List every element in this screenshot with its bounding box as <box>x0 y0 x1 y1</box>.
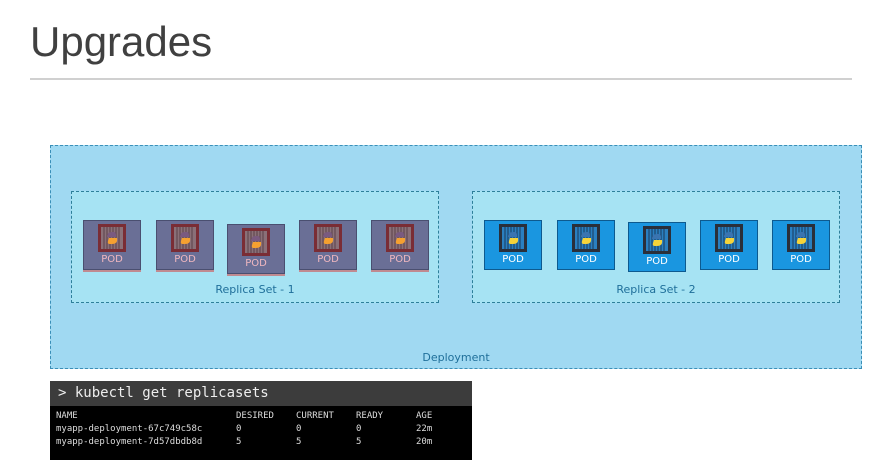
pod-label: POD <box>174 254 196 265</box>
slide-title: Upgrades <box>30 18 213 65</box>
column-header: NAME <box>56 411 78 421</box>
python-logo-icon <box>499 224 527 252</box>
cell: 5 <box>236 437 242 447</box>
python-logo-icon <box>572 224 600 252</box>
replica-set-2: Replica Set - 2 POD POD POD POD POD <box>472 191 840 303</box>
python-logo-icon <box>643 226 671 254</box>
terminal: > kubectl get replicasets NAME DESIRED C… <box>50 381 472 460</box>
column-header: AGE <box>416 411 433 421</box>
pod: POD <box>371 220 429 270</box>
pod: POD <box>772 220 830 270</box>
cell: 5 <box>356 437 362 447</box>
table-header-row: NAME DESIRED CURRENT READY AGE <box>56 410 444 423</box>
pod-label: POD <box>575 254 597 265</box>
cell: 20m <box>416 437 433 447</box>
pod-label: POD <box>790 254 812 265</box>
pod: POD <box>299 220 357 270</box>
cell: 5 <box>296 437 302 447</box>
pod: POD <box>484 220 542 270</box>
pod: POD <box>83 220 141 270</box>
python-logo-icon <box>242 228 270 256</box>
deployment-label: Deployment <box>422 351 490 364</box>
python-logo-icon <box>171 224 199 252</box>
python-logo-icon <box>98 224 126 252</box>
pod-label: POD <box>317 254 339 265</box>
column-header: CURRENT <box>296 411 334 421</box>
cell: myapp-deployment-7d57dbdb8d <box>56 437 203 447</box>
cell: 0 <box>296 424 302 434</box>
pod-label: POD <box>245 258 267 269</box>
cell: 0 <box>356 424 362 434</box>
pod-label: POD <box>101 254 123 265</box>
python-logo-icon <box>715 224 743 252</box>
column-header: DESIRED <box>236 411 274 421</box>
table-row: myapp-deployment-7d57dbdb8d 5 5 5 20m <box>56 436 444 449</box>
pod: POD <box>156 220 214 270</box>
replica-set-1: Replica Set - 1 POD POD POD POD POD <box>71 191 439 303</box>
column-header: READY <box>356 411 384 421</box>
cell: 0 <box>236 424 242 434</box>
replica-set-label: Replica Set - 2 <box>616 283 696 296</box>
replicasets-table: NAME DESIRED CURRENT READY AGE myapp-dep… <box>56 410 444 449</box>
table-row: myapp-deployment-67c749c58c 0 0 0 22m <box>56 423 444 436</box>
pod-label: POD <box>502 254 524 265</box>
pod: POD <box>700 220 758 270</box>
pod: POD <box>628 222 686 272</box>
pod-label: POD <box>646 256 668 267</box>
python-logo-icon <box>787 224 815 252</box>
terminal-command: > kubectl get replicasets <box>50 381 472 406</box>
deployment-box: Replica Set - 1 POD POD POD POD POD Replica … <box>50 145 862 369</box>
pod-label: POD <box>389 254 411 265</box>
pod: POD <box>227 224 285 274</box>
title-divider <box>30 78 852 80</box>
cell: 22m <box>416 424 433 434</box>
replica-set-label: Replica Set - 1 <box>215 283 295 296</box>
python-logo-icon <box>314 224 342 252</box>
pod-label: POD <box>718 254 740 265</box>
pod: POD <box>557 220 615 270</box>
python-logo-icon <box>386 224 414 252</box>
cell: myapp-deployment-67c749c58c <box>56 424 203 434</box>
